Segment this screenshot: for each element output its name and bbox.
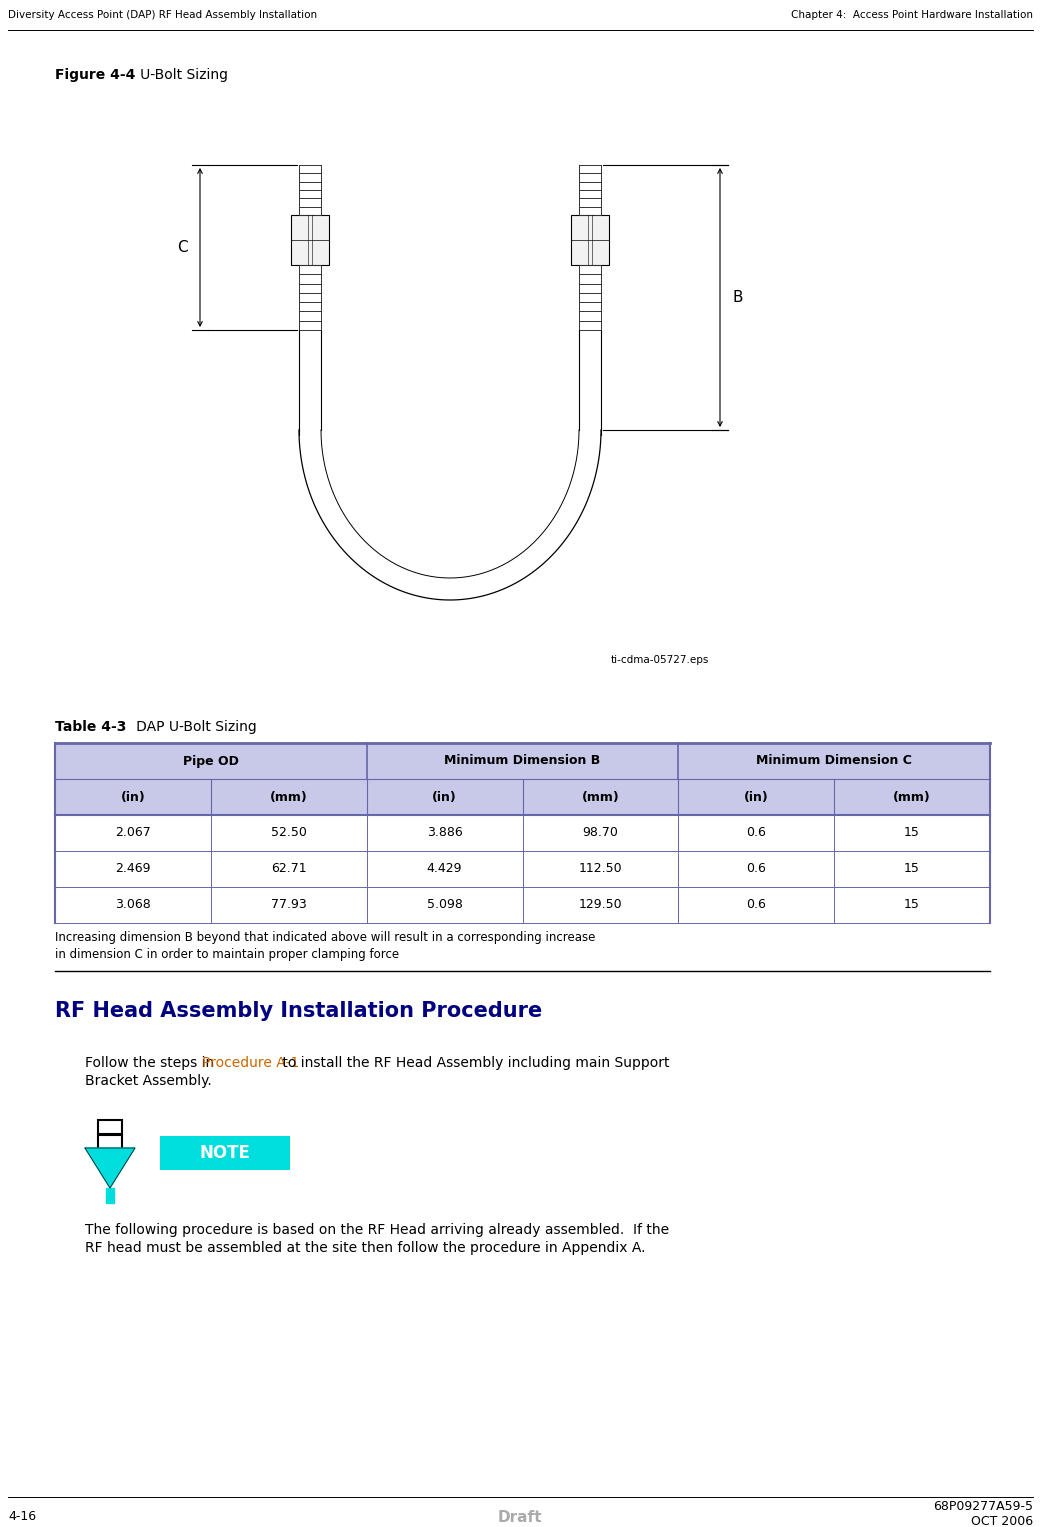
- Text: ti-cdma-05727.eps: ti-cdma-05727.eps: [611, 655, 709, 664]
- Text: to install the RF Head Assembly including main Support: to install the RF Head Assembly includin…: [278, 1057, 669, 1070]
- Text: DAP U-Bolt Sizing: DAP U-Bolt Sizing: [123, 721, 257, 734]
- Bar: [366, 779, 523, 815]
- Bar: [160, 1136, 290, 1170]
- Text: (mm): (mm): [893, 791, 931, 803]
- Text: 2.469: 2.469: [116, 863, 151, 875]
- Text: (mm): (mm): [582, 791, 619, 803]
- Text: (in): (in): [432, 791, 457, 803]
- Text: U-Bolt Sizing: U-Bolt Sizing: [127, 69, 228, 82]
- Text: 0.6: 0.6: [746, 863, 766, 875]
- Text: 68P09277A59-5: 68P09277A59-5: [933, 1500, 1033, 1513]
- Text: (in): (in): [744, 791, 768, 803]
- Text: 15: 15: [905, 863, 920, 875]
- Text: RF Head Assembly Installation Procedure: RF Head Assembly Installation Procedure: [55, 1002, 542, 1022]
- Text: Diversity Access Point (DAP) RF Head Assembly Installation: Diversity Access Point (DAP) RF Head Ass…: [8, 11, 318, 20]
- Text: 98.70: 98.70: [583, 826, 618, 840]
- Bar: [55, 779, 211, 815]
- Text: 62.71: 62.71: [271, 863, 306, 875]
- Bar: [679, 779, 834, 815]
- Text: 0.6: 0.6: [746, 826, 766, 840]
- FancyBboxPatch shape: [98, 1135, 122, 1148]
- Text: 5.098: 5.098: [427, 898, 462, 912]
- Text: 3.886: 3.886: [427, 826, 462, 840]
- Text: C: C: [177, 240, 187, 255]
- Text: 2.067: 2.067: [116, 826, 151, 840]
- Bar: [572, 215, 609, 266]
- Text: Draft: Draft: [498, 1510, 542, 1525]
- Bar: [834, 779, 990, 815]
- Text: 52.50: 52.50: [271, 826, 307, 840]
- Polygon shape: [106, 1188, 115, 1203]
- Text: Pipe OD: Pipe OD: [183, 754, 238, 768]
- Text: (mm): (mm): [270, 791, 308, 803]
- Text: 0.6: 0.6: [746, 898, 766, 912]
- Text: 112.50: 112.50: [579, 863, 623, 875]
- Text: RF head must be assembled at the site then follow the procedure in Appendix A.: RF head must be assembled at the site th…: [85, 1241, 645, 1255]
- Text: 3.068: 3.068: [116, 898, 151, 912]
- Text: 77.93: 77.93: [271, 898, 307, 912]
- Text: 4.429: 4.429: [427, 863, 462, 875]
- Text: Procedure A-1: Procedure A-1: [202, 1057, 299, 1070]
- Bar: [291, 215, 329, 266]
- Text: 129.50: 129.50: [579, 898, 623, 912]
- Text: (in): (in): [121, 791, 146, 803]
- Text: Minimum Dimension C: Minimum Dimension C: [756, 754, 912, 768]
- Bar: [523, 779, 679, 815]
- Text: 4-16: 4-16: [8, 1510, 36, 1522]
- Polygon shape: [85, 1148, 135, 1188]
- Text: OCT 2006: OCT 2006: [971, 1515, 1033, 1527]
- Bar: [211, 779, 366, 815]
- Text: Table 4-3: Table 4-3: [55, 721, 126, 734]
- Bar: [55, 744, 366, 779]
- Text: in dimension C in order to maintain proper clamping force: in dimension C in order to maintain prop…: [55, 948, 399, 960]
- Text: Follow the steps in: Follow the steps in: [85, 1057, 219, 1070]
- Text: Figure 4-4: Figure 4-4: [55, 69, 135, 82]
- Text: Bracket Assembly.: Bracket Assembly.: [85, 1073, 211, 1089]
- Bar: [679, 744, 990, 779]
- Text: NOTE: NOTE: [200, 1144, 251, 1162]
- Text: Chapter 4:  Access Point Hardware Installation: Chapter 4: Access Point Hardware Install…: [791, 11, 1033, 20]
- Text: Minimum Dimension B: Minimum Dimension B: [445, 754, 601, 768]
- Text: The following procedure is based on the RF Head arriving already assembled.  If : The following procedure is based on the …: [85, 1223, 669, 1237]
- Text: 15: 15: [905, 898, 920, 912]
- Text: 15: 15: [905, 826, 920, 840]
- Text: Increasing dimension B beyond that indicated above will result in a correspondin: Increasing dimension B beyond that indic…: [55, 931, 595, 944]
- Text: B: B: [733, 290, 743, 305]
- Bar: [366, 744, 679, 779]
- FancyBboxPatch shape: [98, 1119, 122, 1135]
